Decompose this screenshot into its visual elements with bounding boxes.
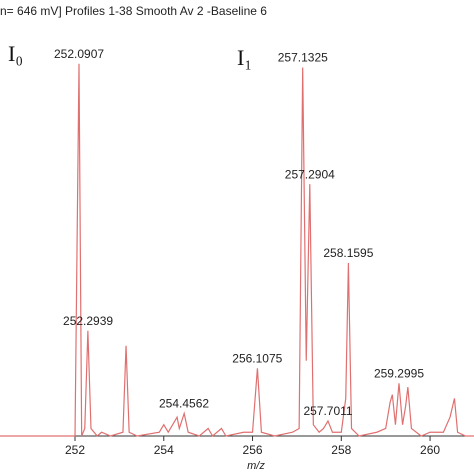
peak-label: 259.2995: [374, 367, 424, 381]
x-axis-label: m/z: [247, 460, 265, 472]
peak-label: 256.1075: [232, 351, 282, 365]
spectrum-line: [0, 63, 474, 437]
peak-label: 257.1325: [278, 51, 328, 65]
peak-label: 252.2939: [63, 314, 113, 328]
peak-label: 257.2904: [285, 167, 335, 181]
x-tick-label: 256: [243, 443, 263, 457]
x-tick-label: 254: [154, 443, 174, 457]
chart-title: n= 646 mV] Profiles 1-38 Smooth Av 2 -Ba…: [0, 4, 267, 18]
peak-label: 257.7011: [303, 404, 352, 418]
peak-label: 258.1595: [323, 246, 373, 260]
peak-label: 252.0907: [54, 47, 104, 61]
x-tick-label: 252: [65, 443, 85, 457]
x-tick-label: 260: [420, 443, 440, 457]
peak-label: 254.4562: [159, 397, 209, 411]
annotation: I₁: [237, 45, 252, 70]
x-tick-label: 258: [331, 443, 351, 457]
annotation: I₀: [8, 41, 23, 66]
